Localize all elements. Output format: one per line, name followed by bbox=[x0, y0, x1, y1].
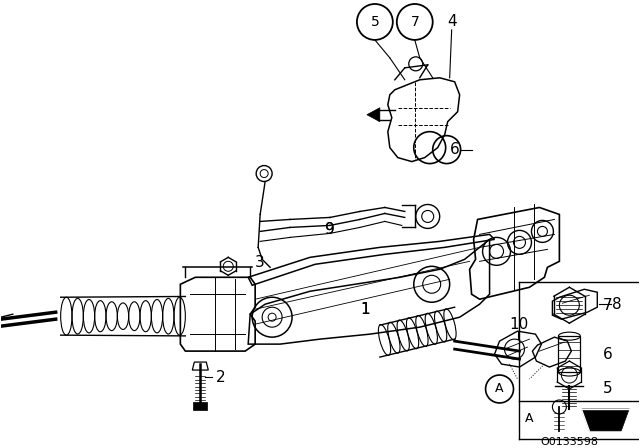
Text: 6: 6 bbox=[450, 142, 460, 157]
Polygon shape bbox=[367, 108, 380, 122]
Polygon shape bbox=[193, 402, 207, 410]
Text: A: A bbox=[495, 383, 504, 396]
Text: 4: 4 bbox=[447, 14, 456, 30]
Text: 1: 1 bbox=[360, 302, 370, 317]
Text: 7: 7 bbox=[410, 15, 419, 29]
Polygon shape bbox=[581, 409, 629, 431]
Text: 6: 6 bbox=[602, 347, 612, 362]
Text: 7: 7 bbox=[602, 298, 612, 313]
Text: 1: 1 bbox=[360, 302, 370, 317]
Text: A: A bbox=[525, 413, 534, 426]
Text: 8: 8 bbox=[612, 297, 622, 312]
Text: 3: 3 bbox=[255, 255, 265, 270]
Text: O0133598: O0133598 bbox=[540, 437, 598, 447]
Text: 5: 5 bbox=[371, 15, 380, 29]
Bar bbox=[558, 336, 580, 372]
Text: 9: 9 bbox=[325, 222, 335, 237]
Text: 10: 10 bbox=[509, 317, 528, 332]
Text: 5: 5 bbox=[602, 382, 612, 396]
Text: 9: 9 bbox=[325, 222, 335, 237]
Text: 2: 2 bbox=[216, 370, 225, 384]
